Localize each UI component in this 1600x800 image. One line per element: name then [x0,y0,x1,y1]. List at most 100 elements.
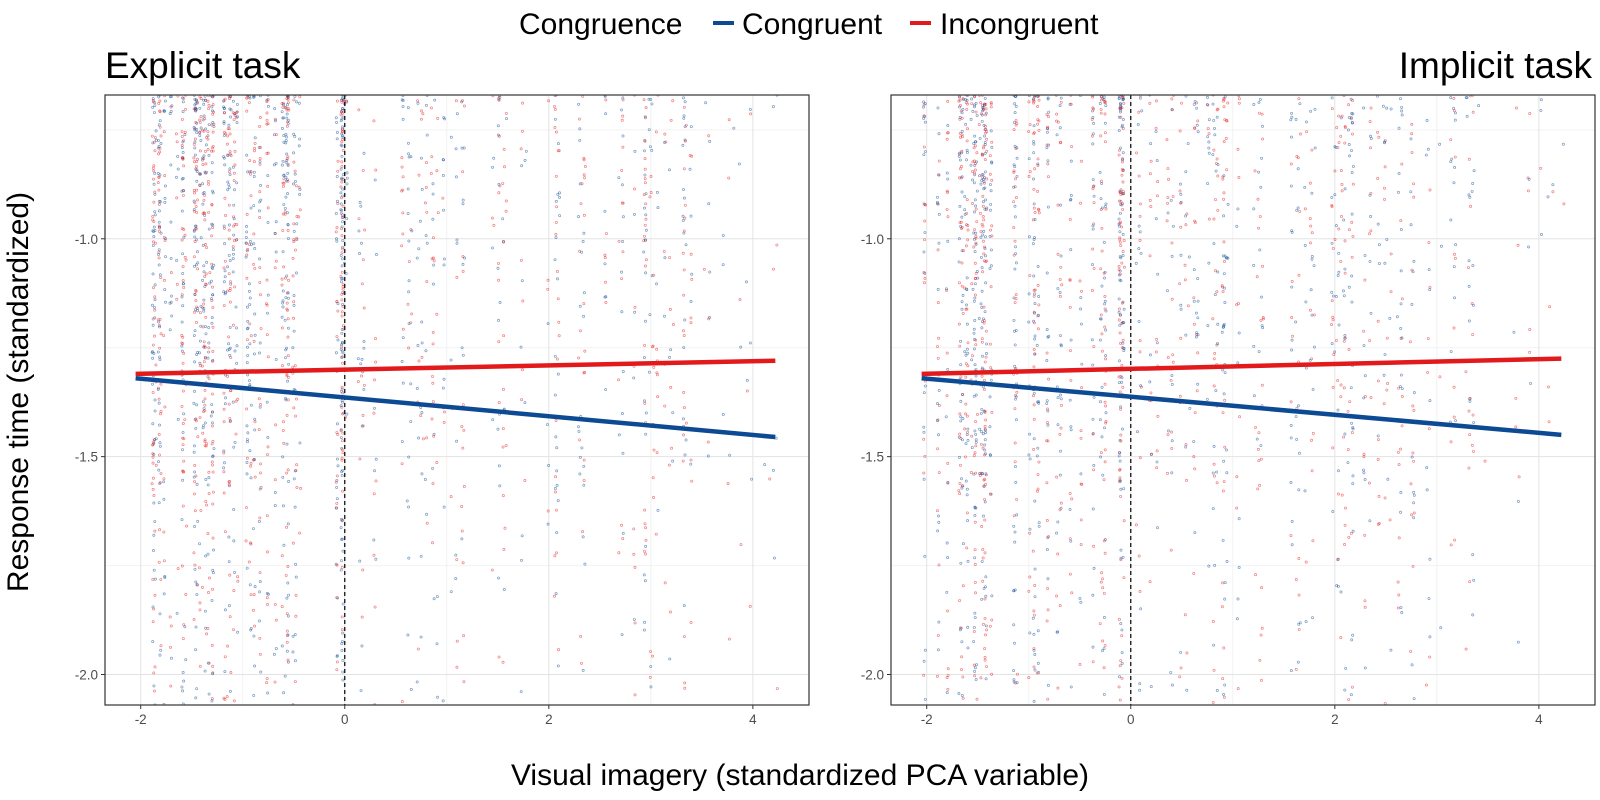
data-point [1120,346,1124,350]
data-point [1290,316,1294,319]
data-point [460,537,464,541]
data-point [972,640,976,643]
data-point [461,170,465,174]
data-point [1120,628,1124,632]
data-point [1349,531,1353,535]
data-point [287,593,290,597]
data-point [1350,685,1354,689]
data-point [496,124,500,128]
data-point [249,194,253,198]
data-point [196,435,200,439]
data-point [341,245,345,249]
data-point [1514,396,1518,400]
data-point [988,342,992,346]
data-point [442,377,446,381]
data-point [1399,228,1403,231]
data-point [981,194,985,198]
data-point [252,527,255,531]
data-point [162,497,166,501]
data-point [1400,162,1404,166]
data-point [1399,373,1403,377]
data-point [668,307,672,311]
data-point [207,470,211,474]
data-point [621,215,625,219]
data-point [1036,661,1040,665]
data-point [211,103,215,107]
data-point [1255,275,1259,279]
data-point [211,454,215,458]
data-point [970,446,974,450]
data-point [959,561,963,565]
data-point [1099,111,1103,115]
data-point [643,343,647,347]
data-point [1388,518,1392,522]
data-point [1237,565,1241,569]
data-point [202,98,206,102]
data-point [1045,402,1049,405]
data-point [192,334,196,337]
data-point [341,285,345,289]
data-point [222,420,226,424]
data-point [1471,182,1475,185]
data-point [960,307,964,311]
data-point [159,382,163,386]
data-point [207,210,211,214]
data-point [1342,294,1346,298]
data-point [1154,217,1158,221]
data-point [1033,595,1037,599]
data-point [227,560,231,564]
data-point [1028,170,1032,174]
data-point [1120,301,1124,305]
data-point [617,239,621,243]
data-point [1289,400,1293,404]
data-point [966,438,970,442]
data-point [1027,589,1031,593]
data-point [454,99,458,103]
data-point [195,179,199,183]
data-point [980,525,984,528]
data-point [266,151,270,155]
data-point [361,568,365,572]
data-point [202,340,206,344]
data-point [281,181,285,185]
data-point [339,436,343,440]
data-point [965,108,969,111]
data-point [958,117,962,121]
data-point [401,381,405,385]
data-point [989,189,993,193]
data-point [1215,290,1219,294]
data-point [372,553,376,557]
data-point [1014,252,1018,256]
data-point [556,664,560,668]
data-point [416,101,420,105]
data-point [620,310,624,314]
data-point [283,318,287,322]
data-point [644,228,648,232]
data-point [1091,417,1095,421]
data-point [157,188,161,192]
data-point [648,145,652,149]
data-point [1333,238,1337,242]
data-point [1335,339,1338,343]
data-point [210,460,214,464]
data-point [1294,117,1298,121]
data-point [1031,616,1035,620]
data-point [252,693,256,697]
data-point [1212,118,1216,122]
data-point [1012,185,1016,189]
data-point [1294,667,1298,671]
data-point [1098,338,1102,342]
data-point [1303,244,1307,247]
data-point [923,102,927,106]
data-point [153,398,157,402]
data-point [195,482,199,486]
data-point [1215,343,1219,347]
data-point [207,107,211,111]
data-point [1069,685,1073,689]
data-point [1342,95,1346,98]
data-point [1333,169,1337,173]
data-point [1396,450,1400,454]
data-point [1068,398,1072,402]
data-point [152,182,156,186]
data-point [266,550,269,554]
